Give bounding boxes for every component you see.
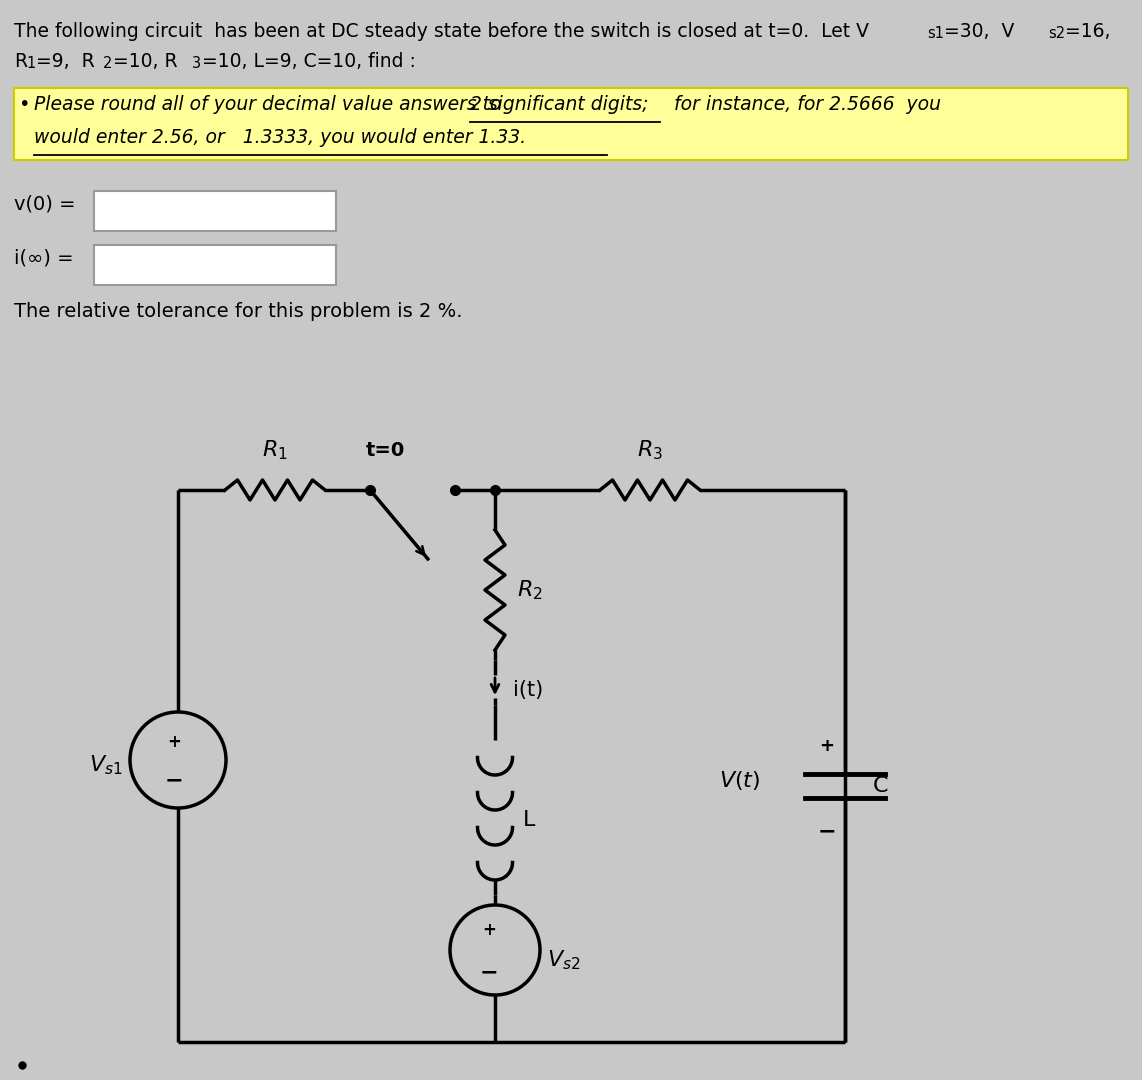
- Text: •: •: [18, 95, 30, 114]
- Text: for instance, for 2.5666  you: for instance, for 2.5666 you: [662, 95, 941, 114]
- Text: s1: s1: [927, 26, 944, 41]
- Text: 2 significant digits;: 2 significant digits;: [471, 95, 649, 114]
- Text: v(0) =: v(0) =: [14, 195, 75, 214]
- Text: 1: 1: [26, 56, 35, 71]
- Text: s2: s2: [1048, 26, 1065, 41]
- Text: would enter 2.56, or   1.3333, you would enter 1.33.: would enter 2.56, or 1.3333, you would e…: [34, 129, 526, 147]
- Text: Please round all of your decimal value answers to: Please round all of your decimal value a…: [34, 95, 514, 114]
- Text: +: +: [820, 737, 835, 755]
- Text: $\mathit{R_1}$: $\mathit{R_1}$: [262, 438, 288, 462]
- Text: $\mathit{V_{s2}}$: $\mathit{V_{s2}}$: [547, 948, 580, 972]
- Text: $\mathit{V_{s1}}$: $\mathit{V_{s1}}$: [89, 753, 123, 777]
- Text: i(∞) =: i(∞) =: [14, 248, 73, 267]
- Text: L: L: [523, 810, 536, 831]
- Text: −: −: [818, 821, 836, 841]
- Text: +: +: [482, 921, 496, 939]
- Text: 3: 3: [192, 56, 201, 71]
- Text: =30,  V: =30, V: [944, 22, 1014, 41]
- Text: $\mathit{R_3}$: $\mathit{R_3}$: [637, 438, 664, 462]
- Text: R: R: [14, 52, 27, 71]
- FancyBboxPatch shape: [94, 191, 336, 231]
- Text: =9,  R: =9, R: [37, 52, 95, 71]
- Text: =10, L=9, C=10, find :: =10, L=9, C=10, find :: [202, 52, 416, 71]
- Text: i(t): i(t): [513, 680, 544, 700]
- Text: −: −: [480, 962, 498, 982]
- Text: $\mathit{V(t)}$: $\mathit{V(t)}$: [719, 769, 761, 793]
- Text: $\mathit{R_2}$: $\mathit{R_2}$: [517, 578, 542, 602]
- Text: The following circuit  has been at DC steady state before the switch is closed a: The following circuit has been at DC ste…: [14, 22, 869, 41]
- Text: =10, R: =10, R: [113, 52, 178, 71]
- Text: +: +: [167, 733, 180, 751]
- Text: 2: 2: [103, 56, 112, 71]
- Text: C: C: [872, 777, 888, 796]
- Text: The relative tolerance for this problem is 2 %.: The relative tolerance for this problem …: [14, 302, 463, 321]
- Polygon shape: [14, 87, 1128, 160]
- Text: =16,: =16,: [1065, 22, 1110, 41]
- Text: t=0: t=0: [365, 441, 404, 460]
- Text: −: −: [164, 770, 184, 789]
- FancyBboxPatch shape: [94, 245, 336, 285]
